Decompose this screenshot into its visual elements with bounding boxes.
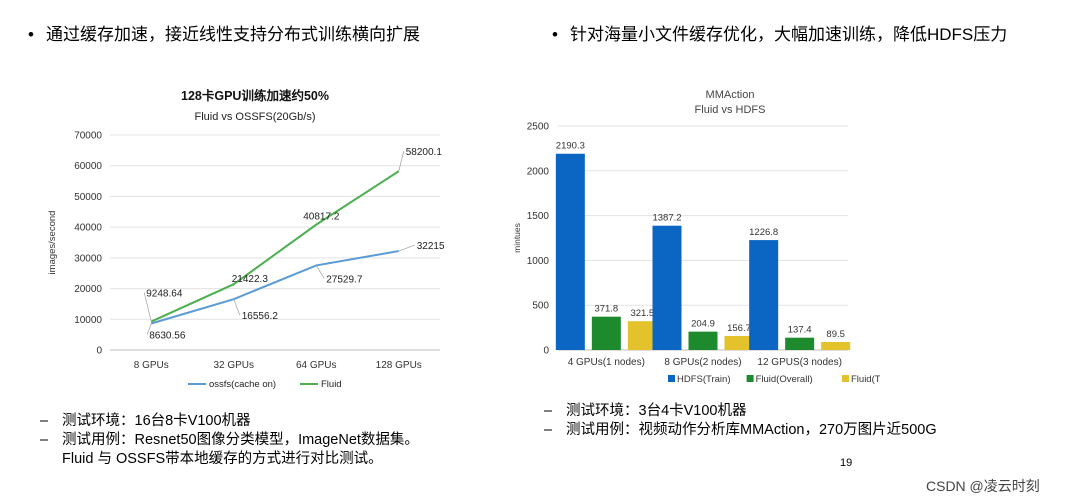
x-tick-label: 128 GPUs — [376, 360, 422, 371]
data-label: 27529.7 — [326, 274, 363, 285]
data-label-leader — [315, 265, 325, 279]
data-label: 8630.56 — [149, 330, 186, 341]
x-tick-label: 4 GPUs(1 nodes) — [568, 357, 645, 368]
data-label: 16556.2 — [242, 311, 279, 322]
note-text: 测试用例：视频动作分析库MMAction，270万图片近500G — [566, 422, 937, 438]
data-label-leader — [398, 151, 405, 172]
x-tick-label: 32 GPUs — [213, 360, 254, 371]
dash-icon: – — [544, 403, 553, 419]
chart-subtitle: Fluid vs OSSFS(20Gb/s) — [194, 111, 315, 123]
data-label: 32215 — [417, 241, 445, 252]
y-tick-label: 50000 — [74, 192, 102, 203]
legend-swatch — [668, 375, 675, 382]
bar — [627, 321, 657, 350]
note-item: – 测试环境：16台8卡V100机器 — [40, 412, 419, 431]
data-label: 58200.1 — [406, 147, 443, 158]
right-heading-text: 针对海量小文件缓存优化，大幅加速训练，降低HDFS压力 — [570, 25, 1008, 44]
x-tick-label: 64 GPUs — [296, 360, 337, 371]
data-label: 2190.3 — [556, 141, 585, 152]
chart-title: MMAction — [706, 89, 755, 101]
note-text: Fluid 与 OSSFS带本地缓存的方式进行对比测试。 — [62, 451, 383, 467]
bar-chart: MMAction Fluid vs HDFS 0 500 1000 1500 2000 250… — [512, 89, 880, 385]
data-label-leader — [146, 323, 152, 335]
dash-icon: – — [40, 432, 49, 448]
note-text: 测试环境：3台4卡V100机器 — [566, 403, 747, 419]
y-tick-label: 70000 — [74, 131, 102, 142]
note-item: – 测试用例：视频动作分析库MMAction，270万图片近500G — [544, 421, 937, 440]
legend-label: Fluid — [321, 379, 342, 390]
line-chart: 128卡GPU训练加速约50% Fluid vs OSSFS(20Gb/s) 0 10… — [47, 88, 445, 390]
y-tick-label: 60000 — [74, 161, 102, 172]
data-label: 137.4 — [788, 325, 812, 336]
x-tick-label: 8 GPUs(2 nodes) — [664, 357, 741, 368]
y-tick-label: 1000 — [527, 256, 550, 267]
note-text: 测试用例：Resnet50图像分类模型，ImageNet数据集。 — [62, 432, 419, 448]
left-heading: • 通过缓存加速，接近线性支持分布式训练横向扩展 — [28, 20, 420, 45]
y-axis-label: images/second — [47, 211, 58, 275]
y-tick-label: 0 — [96, 346, 102, 357]
data-label: 40817.2 — [303, 212, 340, 223]
data-label-leader — [398, 244, 415, 252]
x-tick-label: 8 GPUs — [134, 360, 169, 371]
y-tick-label: 40000 — [74, 223, 102, 234]
bullet-icon: • — [28, 25, 34, 44]
y-tick-label: 1500 — [527, 211, 550, 222]
series-line-fluid — [150, 170, 400, 323]
y-axis-label: mintues — [512, 223, 522, 253]
data-label: 156.7 — [727, 323, 751, 334]
data-label: 89.5 — [826, 329, 845, 340]
data-label: 371.8 — [594, 304, 618, 315]
note-item-continuation: Fluid 与 OSSFS带本地缓存的方式进行对比测试。 — [40, 450, 419, 469]
legend-label: ossfs(cache on) — [209, 379, 276, 390]
series-line-ossfs — [150, 250, 399, 325]
note-item: – 测试用例：Resnet50图像分类模型，ImageNet数据集。 — [40, 431, 419, 450]
right-notes: – 测试环境：3台4卡V100机器 – 测试用例：视频动作分析库MMAction，2… — [544, 402, 937, 440]
chart-title: 128卡GPU训练加速约50% — [181, 88, 329, 103]
dash-icon: – — [40, 413, 49, 429]
y-tick-label: 10000 — [74, 315, 102, 326]
data-label: 321.5 — [630, 308, 654, 319]
data-label: 21422.3 — [232, 274, 269, 285]
bar — [555, 153, 585, 350]
bar — [652, 225, 682, 350]
legend-swatch — [842, 375, 849, 382]
bar — [821, 341, 851, 350]
watermark: CSDN @凌云时刻 — [926, 478, 1040, 494]
y-tick-label: 2000 — [527, 166, 550, 177]
y-tick-label: 2500 — [527, 122, 550, 133]
x-tick-label: 12 GPUS(3 nodes) — [757, 357, 842, 368]
bar — [785, 337, 815, 350]
chart-subtitle: Fluid vs HDFS — [695, 104, 766, 116]
left-notes: – 测试环境：16台8卡V100机器 – 测试用例：Resnet50图像分类模型，I… — [40, 412, 419, 469]
legend-label: HDFS(Train) — [677, 374, 730, 385]
note-text: 测试环境：16台8卡V100机器 — [62, 413, 251, 429]
data-label: 9248.64 — [146, 289, 183, 300]
legend-swatch — [746, 375, 754, 382]
page-number: 19 — [840, 457, 853, 469]
legend-label: Fluid(Train) — [851, 374, 880, 385]
data-label: 1387.2 — [652, 213, 681, 224]
y-tick-label: 500 — [532, 301, 549, 312]
data-label: 204.9 — [691, 319, 715, 330]
data-label-leader — [233, 299, 241, 316]
y-tick-label: 0 — [543, 346, 549, 357]
bar — [724, 335, 754, 350]
y-tick-label: 20000 — [74, 284, 102, 295]
bar — [591, 316, 621, 350]
data-label: 1226.8 — [749, 227, 778, 238]
dash-icon: – — [544, 422, 553, 438]
y-tick-label: 30000 — [74, 253, 102, 264]
left-heading-text: 通过缓存加速，接近线性支持分布式训练横向扩展 — [46, 25, 420, 44]
bar — [688, 331, 718, 350]
bar — [749, 240, 779, 350]
bullet-icon: • — [552, 25, 558, 44]
right-heading: • 针对海量小文件缓存优化，大幅加速训练，降低HDFS压力 — [552, 20, 1007, 45]
legend-label: Fluid(Overall) — [756, 374, 813, 385]
data-label-leader — [143, 292, 152, 322]
note-item: – 测试环境：3台4卡V100机器 — [544, 402, 937, 421]
